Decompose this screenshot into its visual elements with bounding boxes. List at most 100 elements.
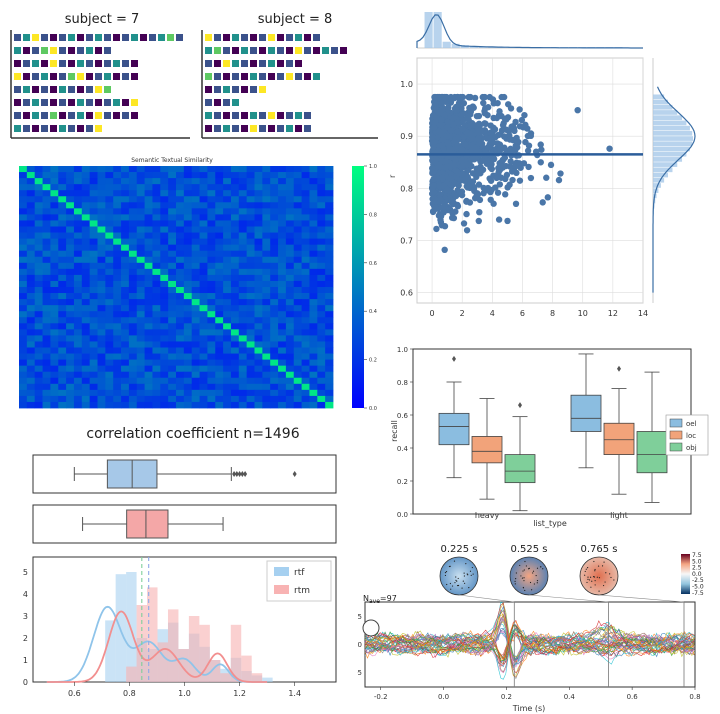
sim-cell (207, 220, 216, 227)
sim-cell (113, 299, 122, 306)
grid-cell (113, 60, 120, 67)
evoked-nave-label: Nave=97 (363, 594, 397, 605)
sim-cell (238, 232, 248, 239)
sim-cell (89, 250, 98, 258)
grid-cell (250, 47, 257, 54)
grid-cell (232, 99, 239, 106)
sim-cell (176, 371, 185, 379)
sim-cell (105, 232, 114, 239)
grid-cell (250, 125, 257, 132)
sim-cell (26, 232, 36, 239)
sim-cell (238, 226, 248, 233)
sim-cell (58, 256, 67, 264)
sim-cell (58, 383, 67, 391)
sim-cell (136, 178, 145, 185)
sim-cell (105, 196, 114, 203)
sim-cell (121, 172, 130, 179)
sim-cell (262, 317, 271, 324)
scatter-point (459, 170, 466, 178)
sim-cell (113, 365, 122, 373)
sim-cell (42, 244, 51, 252)
sim-cell (246, 377, 255, 385)
scatter-point (430, 123, 438, 131)
sim-cell (285, 172, 295, 179)
sim-cell (191, 268, 200, 276)
sim-cell (176, 389, 185, 397)
scatter-point (504, 184, 511, 191)
sim-cell (26, 202, 36, 209)
scatter-point (509, 176, 516, 184)
scatter-point (481, 93, 489, 101)
sim-cell (183, 365, 193, 373)
sim-cell (73, 329, 83, 336)
sim-cell (191, 389, 200, 397)
sim-cell (207, 232, 216, 239)
sim-cell (270, 287, 279, 294)
sim-cell (262, 268, 271, 276)
sim-cell (66, 353, 75, 360)
sim-cell (317, 268, 326, 276)
sim-cell (183, 244, 193, 252)
sim-cell (215, 274, 224, 282)
sim-cell (128, 299, 138, 306)
sim-cell (50, 299, 59, 306)
sim-cell (223, 377, 232, 385)
sim-cell (121, 395, 130, 403)
sim-cell (89, 359, 98, 367)
grid-cell (32, 99, 39, 106)
sim-cell (293, 359, 302, 367)
sim-cell (160, 359, 169, 367)
sim-cell (66, 365, 75, 373)
sim-cell (26, 347, 36, 354)
sim-cell (207, 178, 216, 185)
sim-cell (270, 256, 279, 264)
sim-cell (42, 377, 51, 385)
gbox-xlabel: list_type (533, 519, 567, 528)
sim-cell (246, 353, 255, 360)
sim-cell (246, 341, 255, 348)
sim-cell (293, 383, 302, 391)
sim-cell (58, 317, 67, 324)
sim-cell (50, 274, 59, 282)
sim-cell (26, 383, 36, 391)
sim-cell (42, 262, 51, 270)
sim-cell (325, 401, 334, 409)
sim-cell (215, 359, 224, 367)
rtm-hist-bar (220, 673, 231, 682)
sim-cell (105, 395, 114, 403)
sim-cell (136, 335, 145, 342)
sim-cell (183, 184, 193, 191)
channel-trace (364, 628, 695, 680)
sim-cell (89, 256, 98, 264)
sim-cell (183, 196, 193, 203)
sim-cell (81, 401, 91, 409)
grid-cell (259, 60, 266, 67)
sim-cell (183, 371, 193, 379)
sim-cell (73, 190, 83, 197)
sim-cell (223, 395, 232, 403)
scatter-point (504, 101, 512, 108)
sim-cell (113, 341, 122, 348)
sim-cell (325, 220, 334, 227)
sim-cell (34, 311, 43, 318)
sim-cell (309, 335, 318, 342)
sim-cell (34, 184, 43, 191)
sim-cell (262, 353, 271, 360)
sim-cell (160, 371, 169, 379)
sim-cell (325, 365, 334, 373)
sim-cell (105, 383, 114, 391)
sim-cell (317, 365, 326, 373)
sim-cell (293, 353, 302, 360)
sim-cell (58, 232, 67, 239)
sim-cell (325, 274, 334, 282)
sim-cell (168, 329, 177, 336)
sim-cell (254, 353, 263, 360)
scatter-point (448, 214, 456, 221)
sim-cell (183, 178, 193, 185)
sim-cell (58, 389, 67, 397)
sim-cell (136, 274, 145, 282)
sim-cell (262, 214, 271, 221)
grid-cell (277, 112, 284, 119)
sim-cell (34, 377, 43, 385)
sim-cell (128, 256, 138, 264)
